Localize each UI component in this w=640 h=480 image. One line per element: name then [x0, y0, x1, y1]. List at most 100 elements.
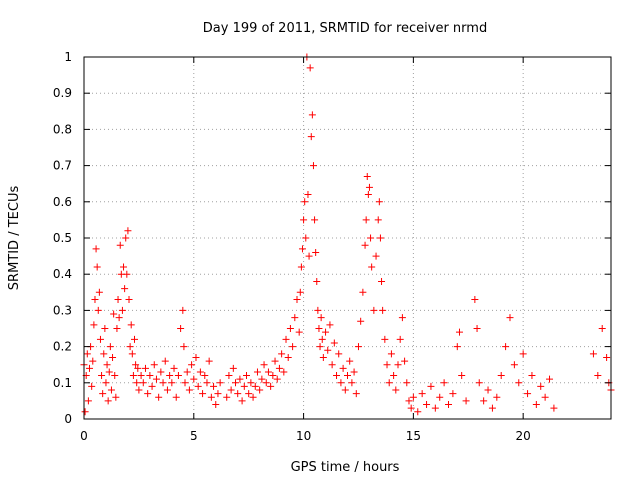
data-point [185, 386, 193, 394]
data-point [471, 296, 479, 304]
data-point [348, 379, 356, 387]
y-tick-label: 0.2 [53, 340, 72, 354]
data-point [98, 372, 106, 380]
data-point [423, 401, 431, 409]
data-point [278, 350, 286, 358]
data-point [305, 252, 313, 260]
axis-ticks: 00.10.20.30.40.50.60.70.80.910 5 10 15 20 [53, 50, 611, 443]
data-point [81, 408, 89, 416]
data-point [128, 350, 136, 358]
data-point [286, 325, 294, 332]
data-point [383, 361, 391, 369]
data-point [251, 382, 259, 390]
data-point [337, 379, 345, 387]
data-point [229, 364, 237, 372]
data-points [80, 53, 615, 416]
data-point [372, 252, 380, 260]
data-point [225, 372, 233, 380]
data-point [210, 382, 218, 390]
data-point [253, 368, 261, 376]
data-point [346, 357, 354, 365]
data-point [318, 335, 326, 343]
data-point [594, 372, 602, 380]
data-point [262, 379, 270, 387]
data-point [506, 314, 514, 322]
data-point [90, 321, 98, 329]
data-point [124, 227, 132, 235]
data-point [550, 404, 558, 412]
data-point [392, 386, 400, 394]
data-point [293, 296, 301, 304]
y-tick-label: 0 [64, 412, 72, 426]
data-point [344, 372, 351, 380]
x-tick-label: 5 [190, 429, 198, 443]
data-point [267, 382, 275, 390]
data-point [256, 386, 264, 394]
data-point [150, 361, 158, 369]
data-point [375, 198, 383, 206]
data-point [330, 339, 338, 347]
data-point [409, 393, 417, 401]
data-point [161, 357, 169, 365]
data-point [488, 404, 496, 412]
data-point [101, 325, 109, 332]
data-point [212, 401, 220, 409]
data-point [157, 368, 165, 376]
y-tick-label: 0.4 [53, 267, 72, 281]
chart-title: Day 199 of 2011, SRMTID for receiver nrm… [203, 21, 487, 36]
data-point [168, 379, 176, 387]
data-point [132, 361, 140, 369]
y-tick-label: 1 [64, 50, 72, 64]
data-point [317, 314, 325, 322]
data-point [111, 372, 119, 380]
data-point [234, 390, 242, 398]
data-point [291, 314, 299, 322]
data-point [297, 263, 305, 271]
data-point [300, 216, 308, 224]
data-point [403, 379, 411, 387]
grid-lines [84, 57, 611, 419]
data-point [236, 375, 244, 383]
data-point [311, 216, 319, 224]
data-point [314, 306, 322, 314]
x-axis-title: GPS time / hours [291, 460, 400, 475]
data-point [148, 382, 156, 390]
data-point [493, 393, 501, 401]
y-tick-label: 0.7 [53, 159, 72, 173]
data-point [462, 397, 470, 405]
data-point [387, 350, 395, 358]
data-point [207, 393, 215, 401]
data-point [94, 306, 102, 314]
data-point [88, 382, 96, 390]
data-point [365, 183, 373, 191]
data-point [306, 64, 314, 72]
data-point [497, 372, 505, 380]
data-point [295, 328, 303, 336]
data-point [328, 361, 336, 369]
data-point [324, 346, 332, 354]
x-tick-label: 0 [80, 429, 88, 443]
data-point [183, 368, 191, 376]
data-point [205, 357, 213, 365]
data-point [127, 321, 135, 329]
data-point [519, 350, 527, 358]
data-point [126, 343, 134, 351]
data-point [510, 361, 518, 369]
data-point [214, 390, 222, 398]
data-point [502, 343, 510, 351]
data-point [603, 353, 611, 361]
data-point [109, 353, 117, 361]
data-point [135, 386, 143, 394]
data-point [381, 335, 389, 343]
data-point [333, 372, 341, 380]
data-point [309, 162, 317, 170]
data-point [133, 379, 141, 387]
data-point [107, 386, 115, 394]
y-tick-label: 0.3 [53, 303, 72, 317]
data-point [159, 379, 167, 387]
data-point [192, 353, 200, 361]
data-point [131, 335, 139, 343]
data-point [247, 379, 255, 387]
data-point [357, 317, 365, 325]
data-point [105, 368, 113, 376]
